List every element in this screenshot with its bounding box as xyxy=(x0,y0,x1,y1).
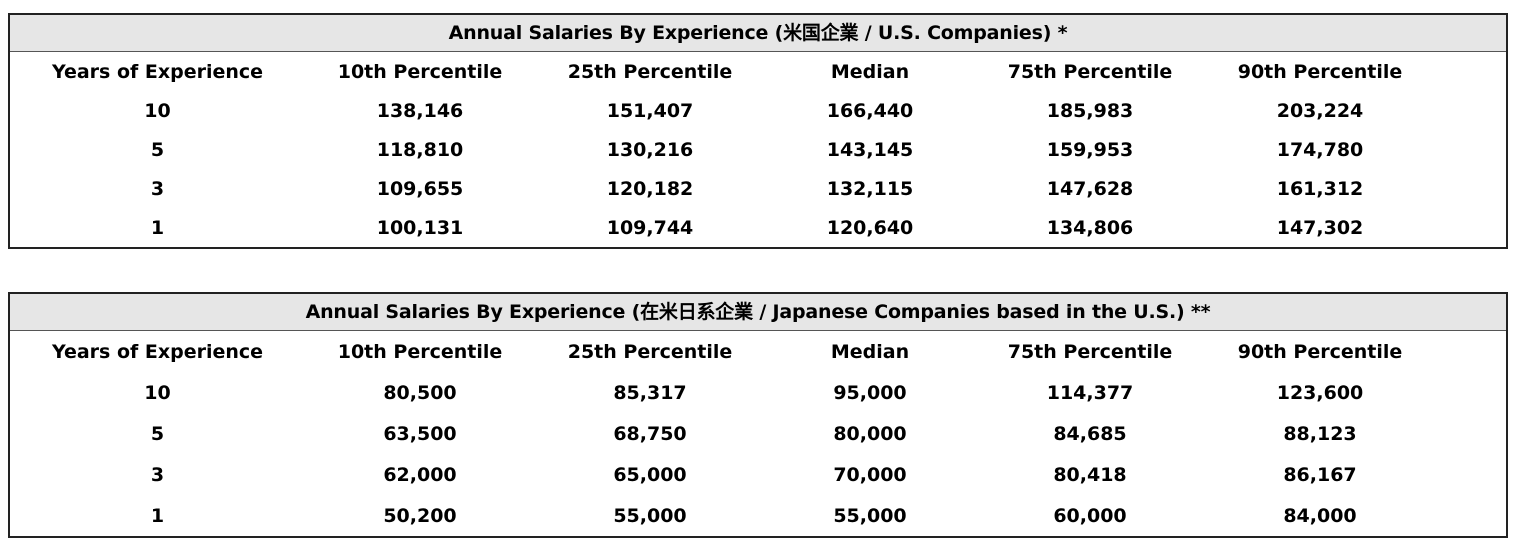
p10-cell: 62,000 xyxy=(383,463,457,486)
p90-cell: 174,780 xyxy=(1276,138,1364,161)
p10-cell: 138,146 xyxy=(376,99,464,122)
table-title: Annual Salaries By Experience (在米日系企業 / … xyxy=(10,294,1506,331)
median-cell: 132,115 xyxy=(826,177,914,200)
p25-cell: 68,750 xyxy=(613,422,687,445)
header-median: Median xyxy=(830,60,910,83)
years-cell: 3 xyxy=(150,463,165,486)
header-10th-percentile: 10th Percentile xyxy=(337,340,503,363)
p10-cell: 50,200 xyxy=(383,504,457,527)
median-cell: 120,640 xyxy=(826,216,914,239)
years-cell: 5 xyxy=(150,138,165,161)
p10-cell: 63,500 xyxy=(383,422,457,445)
table-row: 1 50,200 55,000 55,000 60,000 84,000 xyxy=(10,495,1506,536)
header-25th-percentile: 25th Percentile xyxy=(567,340,733,363)
years-cell: 5 xyxy=(150,422,165,445)
p90-cell: 123,600 xyxy=(1276,381,1364,404)
header-90th-percentile: 90th Percentile xyxy=(1237,340,1403,363)
header-10th-percentile: 10th Percentile xyxy=(337,60,503,83)
p75-cell: 60,000 xyxy=(1053,504,1127,527)
median-cell: 55,000 xyxy=(833,504,907,527)
table-row: 3 62,000 65,000 70,000 80,418 86,167 xyxy=(10,454,1506,495)
japanese-companies-salary-table: Annual Salaries By Experience (在米日系企業 / … xyxy=(8,292,1508,538)
p25-cell: 65,000 xyxy=(613,463,687,486)
p25-cell: 85,317 xyxy=(613,381,687,404)
years-cell: 3 xyxy=(150,177,165,200)
median-cell: 143,145 xyxy=(826,138,914,161)
p75-cell: 114,377 xyxy=(1046,381,1134,404)
years-cell: 1 xyxy=(150,504,165,527)
header-25th-percentile: 25th Percentile xyxy=(567,60,733,83)
p75-cell: 134,806 xyxy=(1046,216,1134,239)
header-row: Years of Experience 10th Percentile 25th… xyxy=(10,52,1506,91)
p10-cell: 118,810 xyxy=(376,138,464,161)
median-cell: 70,000 xyxy=(833,463,907,486)
years-cell: 10 xyxy=(144,99,171,122)
median-cell: 166,440 xyxy=(826,99,914,122)
header-median: Median xyxy=(830,340,910,363)
table-row: 5 63,500 68,750 80,000 84,685 88,123 xyxy=(10,413,1506,454)
p90-cell: 203,224 xyxy=(1276,99,1364,122)
table-title: Annual Salaries By Experience (米国企業 / U.… xyxy=(10,15,1506,52)
p25-cell: 55,000 xyxy=(613,504,687,527)
years-cell: 10 xyxy=(144,381,171,404)
p90-cell: 88,123 xyxy=(1283,422,1357,445)
us-companies-salary-table: Annual Salaries By Experience (米国企業 / U.… xyxy=(8,13,1508,249)
table-row: 10 80,500 85,317 95,000 114,377 123,600 xyxy=(10,372,1506,413)
header-90th-percentile: 90th Percentile xyxy=(1237,60,1403,83)
p10-cell: 80,500 xyxy=(383,381,457,404)
p25-cell: 109,744 xyxy=(606,216,694,239)
p75-cell: 159,953 xyxy=(1046,138,1134,161)
p75-cell: 147,628 xyxy=(1046,177,1134,200)
p90-cell: 147,302 xyxy=(1276,216,1364,239)
header-75th-percentile: 75th Percentile xyxy=(1007,60,1173,83)
table-row: 3 109,655 120,182 132,115 147,628 161,31… xyxy=(10,169,1506,208)
table-row: 5 118,810 130,216 143,145 159,953 174,78… xyxy=(10,130,1506,169)
header-years-of-experience: Years of Experience xyxy=(51,340,264,363)
p75-cell: 80,418 xyxy=(1053,463,1127,486)
header-75th-percentile: 75th Percentile xyxy=(1007,340,1173,363)
p90-cell: 161,312 xyxy=(1276,177,1364,200)
header-years-of-experience: Years of Experience xyxy=(51,60,264,83)
p90-cell: 84,000 xyxy=(1283,504,1357,527)
p25-cell: 130,216 xyxy=(606,138,694,161)
years-cell: 1 xyxy=(150,216,165,239)
p90-cell: 86,167 xyxy=(1283,463,1357,486)
median-cell: 95,000 xyxy=(833,381,907,404)
p25-cell: 120,182 xyxy=(606,177,694,200)
p10-cell: 109,655 xyxy=(376,177,464,200)
p25-cell: 151,407 xyxy=(606,99,694,122)
p10-cell: 100,131 xyxy=(376,216,464,239)
header-row: Years of Experience 10th Percentile 25th… xyxy=(10,331,1506,372)
table-row: 1 100,131 109,744 120,640 134,806 147,30… xyxy=(10,208,1506,247)
p75-cell: 84,685 xyxy=(1053,422,1127,445)
median-cell: 80,000 xyxy=(833,422,907,445)
p75-cell: 185,983 xyxy=(1046,99,1134,122)
table-row: 10 138,146 151,407 166,440 185,983 203,2… xyxy=(10,91,1506,130)
